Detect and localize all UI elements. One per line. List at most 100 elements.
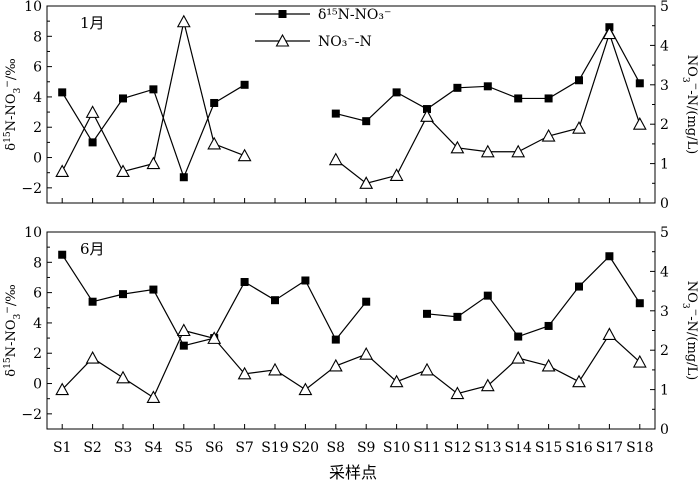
right-axis-label: NO3−-N/(mg/L)	[680, 281, 700, 380]
data-point-triangle	[328, 152, 343, 166]
data-point-triangle	[85, 105, 100, 118]
x-tick-label: S11	[413, 440, 440, 456]
x-tick-label: S16	[565, 440, 592, 456]
data-point-square	[271, 296, 279, 305]
left-tick-label: 2	[33, 120, 42, 136]
data-point-square	[88, 297, 97, 306]
data-point-triangle	[116, 370, 130, 384]
data-point-square	[88, 138, 97, 147]
left-tick-label: 8	[33, 255, 42, 271]
x-tick-label: S12	[444, 440, 471, 456]
x-tick-label: S18	[626, 440, 653, 456]
right-tick-label: 5	[660, 225, 669, 241]
x-tick-label: S6	[205, 440, 224, 456]
data-point-triangle	[450, 386, 465, 400]
data-point-triangle	[420, 109, 434, 122]
data-point-square	[119, 94, 127, 103]
data-point-square	[392, 88, 401, 97]
data-point-triangle	[328, 358, 343, 372]
data-point-square	[544, 94, 553, 103]
right-tick-label: 0	[660, 196, 669, 212]
data-point-triangle	[116, 164, 130, 178]
series-line	[335, 31, 641, 184]
data-point-square	[635, 79, 644, 88]
data-point-square	[58, 88, 67, 97]
series-line	[426, 255, 641, 338]
data-point-square	[331, 109, 340, 118]
data-point-square	[423, 309, 431, 318]
data-point-triangle	[298, 382, 313, 396]
x-tick-label: S20	[292, 440, 319, 456]
data-point-triangle	[450, 140, 465, 154]
left-tick-label: 10	[24, 0, 42, 15]
right-tick-label: 1	[660, 157, 669, 173]
data-point-triangle	[359, 176, 374, 189]
data-point-square	[514, 94, 523, 103]
legend-label-nitrate: NO₃⁻-N	[318, 34, 372, 50]
x-tick-label: S4	[144, 440, 163, 456]
left-tick-label: −2	[21, 407, 42, 423]
data-point-triangle	[207, 136, 222, 150]
x-tick-label: S17	[596, 440, 623, 456]
data-point-triangle	[602, 327, 617, 340]
panel-june: −2 0 2 4 6 8 10 0 1 2 3 4 5 6月 δ15N-NO3−/‰ NO3−-N/(mg/L…	[3, 225, 700, 438]
data-point-square	[575, 76, 583, 85]
data-point-triangle	[480, 378, 495, 392]
data-point-square	[119, 290, 127, 299]
data-point-triangle	[359, 346, 374, 360]
data-point-square	[240, 80, 249, 89]
right-tick-label: 4	[660, 38, 669, 54]
data-point-triangle	[480, 144, 495, 158]
x-tick-label: S10	[383, 440, 410, 456]
data-point-square	[301, 276, 310, 285]
plot-frame	[46, 231, 656, 430]
left-tick-label: 6	[33, 286, 42, 302]
left-tick-label: 6	[33, 60, 42, 76]
left-axis-label: δ15N-NO3−/‰	[3, 58, 23, 150]
data-point-triangle	[572, 374, 586, 388]
x-tick-label: S2	[83, 440, 102, 456]
data-point-square	[575, 282, 583, 291]
data-point-square	[544, 321, 553, 330]
data-point-square	[58, 250, 67, 259]
right-tick-label: 2	[660, 343, 669, 359]
data-point-square	[331, 335, 340, 344]
data-point-square	[635, 299, 644, 308]
x-tick-label: S9	[357, 440, 376, 456]
series-line	[61, 329, 641, 399]
panel-january: −2 0 2 4 6 8 10 0 1 2 3 4 5 1月 δ15N-NO3−/‰ NO3−-N/(mg/L…	[3, 0, 700, 212]
data-point-triangle	[602, 26, 617, 40]
data-point-triangle	[389, 374, 404, 388]
data-point-triangle	[176, 323, 191, 337]
data-point-square	[179, 173, 188, 182]
legend-marker-triangle	[275, 33, 290, 47]
left-tick-label: 4	[33, 90, 42, 106]
data-point-triangle	[511, 350, 526, 364]
data-point-square	[362, 297, 371, 306]
data-point-triangle	[55, 382, 70, 396]
data-point-triangle	[541, 128, 556, 142]
left-tick-label: 0	[33, 151, 42, 167]
data-point-square	[514, 332, 523, 341]
data-point-square	[453, 312, 462, 321]
data-point-square	[453, 83, 462, 92]
legend-marker-square	[278, 10, 287, 18]
data-point-square	[210, 98, 219, 107]
data-point-triangle	[420, 362, 434, 376]
x-axis-label: 采样点	[329, 463, 377, 482]
data-point-triangle	[207, 331, 222, 344]
right-tick-label: 1	[660, 383, 669, 399]
data-point-square	[179, 341, 188, 350]
x-tick-label: S3	[114, 440, 133, 456]
x-tick-label: S7	[235, 440, 254, 456]
data-point-square	[483, 82, 492, 91]
right-tick-label: 2	[660, 117, 669, 133]
x-axis: S1 S2 S3 S4 S5 S6 S7 S19 S20 S8 S9 S10 S11 S12 S13 S14 S…	[53, 440, 654, 456]
left-tick-label: 0	[33, 377, 42, 393]
right-tick-label: 3	[660, 304, 669, 320]
data-point-square	[605, 252, 614, 261]
x-tick-label: S8	[327, 440, 346, 456]
data-point-triangle	[511, 144, 526, 158]
data-point-triangle	[55, 164, 70, 178]
data-point-square	[149, 285, 158, 294]
